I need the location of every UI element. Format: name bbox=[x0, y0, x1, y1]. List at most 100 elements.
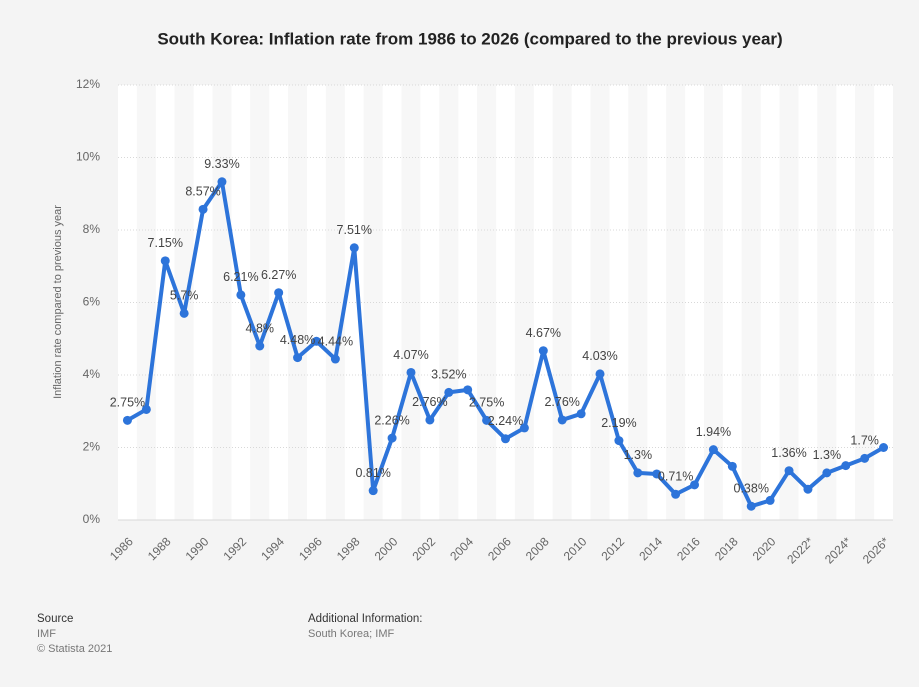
data-label: 4.8% bbox=[246, 321, 275, 335]
y-tick-label: 0% bbox=[83, 512, 101, 526]
data-label: 9.33% bbox=[204, 157, 239, 171]
data-label: 0.81% bbox=[355, 466, 390, 480]
plot-band bbox=[722, 85, 742, 520]
plot-band bbox=[703, 85, 723, 520]
plot-band bbox=[155, 85, 175, 520]
y-tick-label: 2% bbox=[83, 440, 101, 454]
plot-band bbox=[325, 85, 345, 520]
y-tick-label: 8% bbox=[83, 222, 101, 236]
marker bbox=[557, 415, 567, 425]
data-label: 6.27% bbox=[261, 268, 296, 282]
plot-band bbox=[458, 85, 478, 520]
plot-band bbox=[855, 85, 875, 520]
marker bbox=[746, 501, 756, 511]
data-label: 0.38% bbox=[734, 482, 769, 496]
y-axis-label: Inflation rate compared to previous year bbox=[52, 205, 64, 399]
marker bbox=[330, 354, 340, 364]
marker bbox=[236, 290, 246, 300]
marker bbox=[141, 404, 151, 414]
plot-band bbox=[836, 85, 856, 520]
info-heading: Additional Information: bbox=[308, 613, 422, 625]
plot-band bbox=[571, 85, 591, 520]
plot-band bbox=[382, 85, 402, 520]
plot-band bbox=[401, 85, 421, 520]
plot-band bbox=[779, 85, 799, 520]
marker bbox=[368, 486, 378, 496]
data-label: 7.51% bbox=[337, 223, 372, 237]
data-label: 2.76% bbox=[412, 395, 447, 409]
marker bbox=[576, 409, 586, 419]
data-label: 4.48% bbox=[280, 333, 315, 347]
marker bbox=[519, 423, 529, 433]
marker bbox=[879, 443, 889, 452]
marker bbox=[463, 385, 473, 395]
marker bbox=[349, 243, 359, 253]
marker bbox=[122, 415, 132, 425]
marker bbox=[255, 341, 265, 351]
data-label: 4.67% bbox=[526, 326, 561, 340]
marker bbox=[614, 436, 624, 446]
data-label: 1.3% bbox=[624, 448, 653, 462]
marker bbox=[765, 495, 775, 505]
plot-band bbox=[193, 85, 213, 520]
marker bbox=[595, 369, 605, 379]
y-tick-label: 6% bbox=[83, 295, 101, 309]
data-label: 2.19% bbox=[601, 416, 636, 430]
plot-band bbox=[231, 85, 251, 520]
plot-band bbox=[647, 85, 667, 520]
marker bbox=[538, 346, 548, 356]
marker bbox=[841, 461, 851, 471]
plot-band bbox=[798, 85, 818, 520]
marker bbox=[690, 480, 700, 490]
marker bbox=[708, 445, 718, 455]
plot-band bbox=[666, 85, 686, 520]
marker bbox=[860, 453, 870, 463]
data-label: 1.7% bbox=[850, 434, 879, 448]
marker bbox=[274, 288, 284, 298]
data-label: 3.52% bbox=[431, 368, 466, 382]
marker bbox=[293, 353, 303, 363]
marker bbox=[784, 466, 794, 476]
data-label: 4.44% bbox=[318, 334, 353, 348]
marker bbox=[444, 387, 454, 397]
data-label: 6.21% bbox=[223, 270, 258, 284]
marker bbox=[425, 415, 435, 425]
info: South Korea; IMF bbox=[308, 628, 394, 640]
marker bbox=[803, 484, 813, 494]
data-label: 2.75% bbox=[110, 396, 145, 410]
data-label: 2.75% bbox=[469, 396, 504, 410]
plot-band bbox=[609, 85, 629, 520]
y-tick-label: 12% bbox=[76, 77, 100, 91]
data-label: 4.07% bbox=[393, 348, 428, 362]
chart-title: South Korea: Inflation rate from 1986 to… bbox=[157, 29, 782, 48]
marker bbox=[727, 461, 737, 471]
data-label: 4.03% bbox=[582, 349, 617, 363]
data-label: 7.15% bbox=[148, 236, 183, 250]
marker bbox=[198, 204, 208, 214]
marker bbox=[217, 177, 227, 187]
data-label: 2.26% bbox=[374, 413, 409, 427]
marker bbox=[387, 433, 397, 443]
plot-band bbox=[212, 85, 232, 520]
marker bbox=[311, 336, 321, 346]
source-heading: Source bbox=[37, 613, 73, 625]
copyright: © Statista 2021 bbox=[37, 643, 112, 655]
marker bbox=[482, 415, 492, 425]
y-tick-label: 10% bbox=[76, 150, 100, 164]
marker bbox=[633, 468, 643, 478]
data-label: 8.57% bbox=[185, 185, 220, 199]
source: IMF bbox=[37, 628, 56, 640]
plot-band bbox=[590, 85, 610, 520]
data-label: 1.3% bbox=[813, 448, 842, 462]
marker bbox=[501, 434, 510, 444]
data-label: 2.76% bbox=[544, 395, 579, 409]
marker bbox=[652, 469, 662, 479]
marker bbox=[671, 489, 681, 499]
data-label: 1.94% bbox=[696, 425, 731, 439]
y-tick-label: 4% bbox=[83, 367, 101, 381]
plot-band bbox=[288, 85, 308, 520]
marker bbox=[160, 256, 170, 266]
plot-band bbox=[533, 85, 553, 520]
plot-band bbox=[344, 85, 364, 520]
